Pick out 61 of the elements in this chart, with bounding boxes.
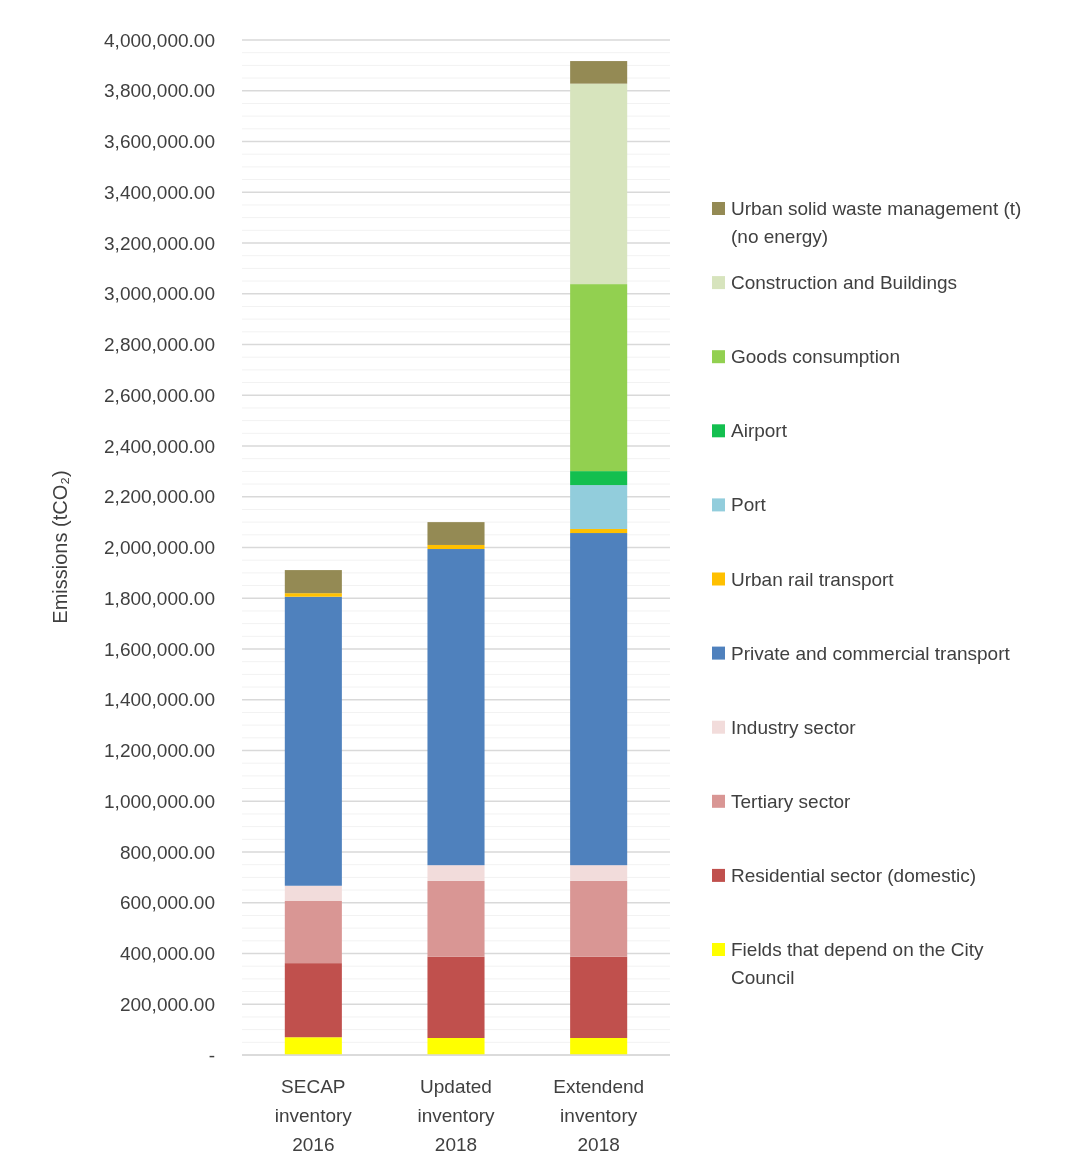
bar <box>427 522 485 545</box>
y-tick-label: 3,000,000.00 <box>104 283 215 305</box>
y-tick-label: 600,000.00 <box>119 892 215 914</box>
y-tick-label: 3,200,000.00 <box>104 232 215 254</box>
y-tick-label: 2,800,000.00 <box>104 334 215 356</box>
y-tick-label: 4,000,000.00 <box>104 29 215 51</box>
bar <box>427 956 485 1038</box>
legend-label: Construction and Buildings <box>731 272 958 294</box>
bar <box>570 533 628 866</box>
y-tick-label: 1,800,000.00 <box>104 587 215 609</box>
bar <box>284 885 342 901</box>
y-tick-label: 3,600,000.00 <box>104 131 215 153</box>
y-tick-label: 2,000,000.00 <box>104 537 215 559</box>
x-tick-label: SECAP inventory 2016 <box>274 1076 353 1155</box>
bar <box>570 956 628 1038</box>
legend-label: Fields that depend on the City Council <box>731 939 984 988</box>
y-tick-label: 2,400,000.00 <box>104 435 215 457</box>
y-tick-label: 3,400,000.00 <box>104 181 215 203</box>
y-tick-label: 800,000.00 <box>119 841 215 863</box>
bar <box>284 593 342 597</box>
y-tick-label: 1,000,000.00 <box>104 790 215 812</box>
y-tick-label: 1,200,000.00 <box>104 740 215 762</box>
legend-label: Urban solid waste management (t) (no energy) <box>731 198 1022 247</box>
bar <box>284 963 342 1038</box>
legend-label: Private and commercial transport <box>731 642 1011 664</box>
bar <box>427 544 485 550</box>
bar <box>570 471 628 486</box>
y-tick-label: - <box>208 1044 215 1066</box>
bar <box>570 1038 628 1055</box>
bar <box>570 284 628 472</box>
bar <box>427 549 485 866</box>
y-tick-label: 3,800,000.00 <box>104 80 215 102</box>
y-axis-title: Emissions (tCO₂) <box>49 470 71 624</box>
legend-label: Tertiary sector <box>731 790 851 812</box>
legend-label: Port <box>731 494 767 516</box>
bar <box>570 865 628 881</box>
bar <box>427 1038 485 1055</box>
x-tick-label: Updated inventory 2018 <box>417 1076 496 1155</box>
legend-label: Residential sector (domestic) <box>731 864 976 886</box>
bar <box>570 83 628 285</box>
y-tick-label: 400,000.00 <box>119 943 215 965</box>
y-tick-label: 200,000.00 <box>119 993 215 1015</box>
y-tick-label: 1,400,000.00 <box>104 689 215 711</box>
x-tick-label: Extendend inventory 2018 <box>553 1076 645 1155</box>
bar <box>284 570 342 594</box>
bar <box>570 528 628 534</box>
y-tick-label: 2,600,000.00 <box>104 384 215 406</box>
y-tick-label: 2,200,000.00 <box>104 486 215 508</box>
legend-label: Urban rail transport <box>731 568 895 590</box>
legend-label: Goods consumption <box>731 346 900 368</box>
legend-label: Industry sector <box>731 716 857 738</box>
bar <box>570 485 628 529</box>
bar <box>570 880 628 957</box>
bar <box>427 880 485 957</box>
legend-label: Airport <box>731 420 788 442</box>
bar <box>284 596 342 886</box>
bar <box>284 900 342 964</box>
bar <box>570 61 628 84</box>
bar <box>284 1037 342 1055</box>
y-tick-label: 1,600,000.00 <box>104 638 215 660</box>
bar <box>427 865 485 881</box>
